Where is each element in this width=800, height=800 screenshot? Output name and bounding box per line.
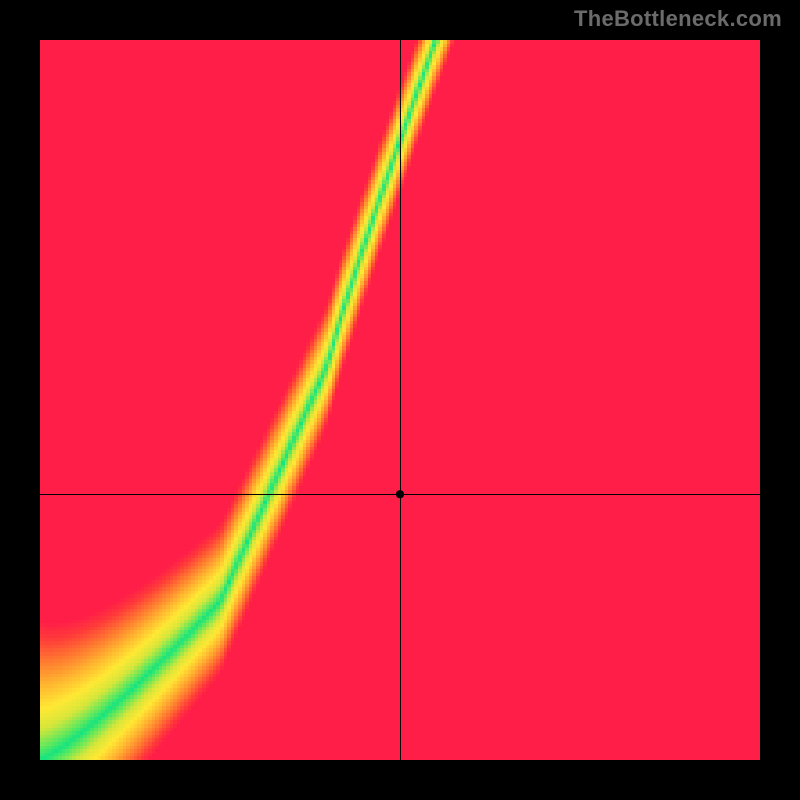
watermark-text: TheBottleneck.com [574, 6, 782, 32]
bottleneck-heatmap [0, 0, 800, 800]
